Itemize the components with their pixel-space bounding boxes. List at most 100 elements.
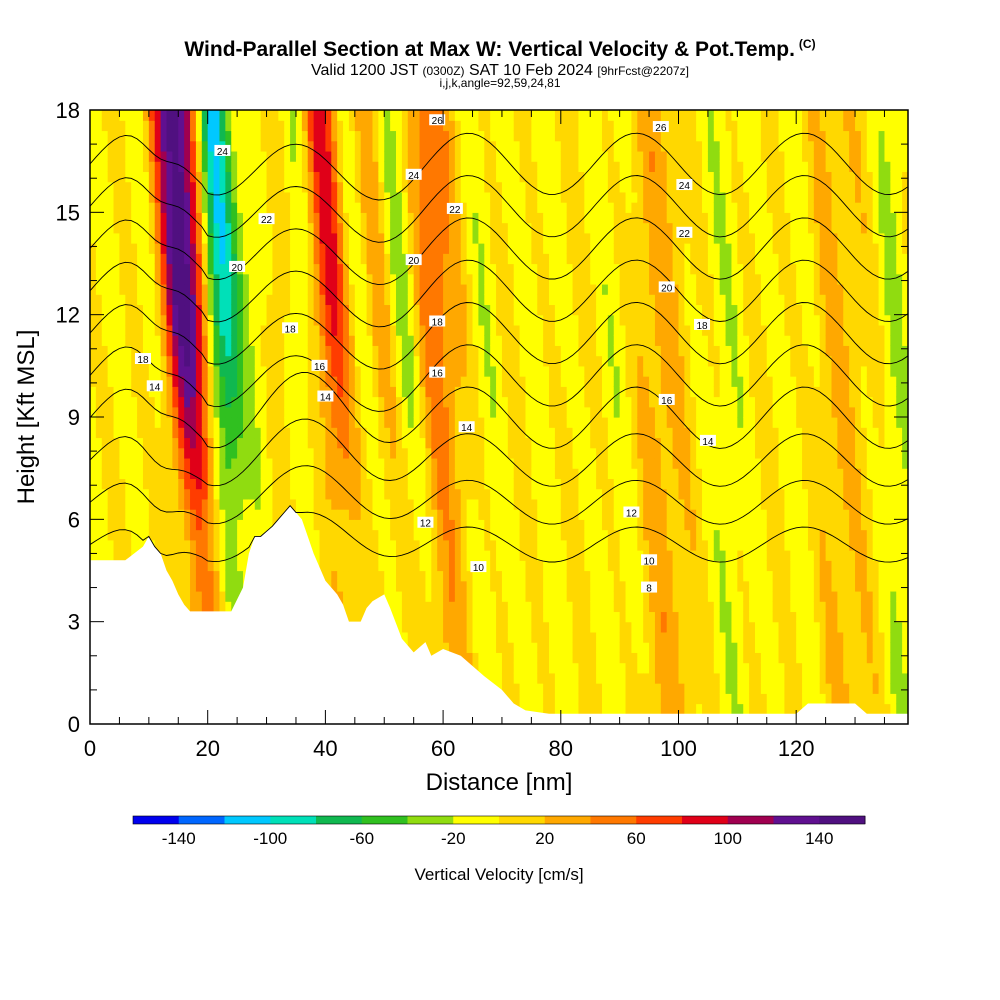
velocity-cell bbox=[101, 550, 109, 561]
velocity-cell bbox=[572, 580, 580, 592]
velocity-cell bbox=[396, 498, 403, 510]
velocity-cell bbox=[248, 110, 256, 121]
velocity-cell bbox=[137, 365, 144, 377]
velocity-cell bbox=[331, 539, 338, 551]
velocity-cell bbox=[419, 417, 427, 428]
velocity-cell bbox=[431, 396, 438, 408]
velocity-cell bbox=[360, 345, 368, 357]
velocity-cell bbox=[260, 478, 268, 490]
velocity-cell bbox=[348, 509, 356, 520]
velocity-cell bbox=[496, 110, 503, 121]
velocity-cell bbox=[572, 181, 580, 193]
velocity-cell bbox=[460, 406, 468, 418]
velocity-cell bbox=[254, 263, 262, 275]
velocity-cell bbox=[407, 355, 415, 367]
velocity-cell bbox=[454, 191, 462, 203]
velocity-cell bbox=[454, 590, 462, 602]
velocity-cell bbox=[319, 437, 326, 449]
velocity-cell bbox=[578, 683, 585, 694]
velocity-cell bbox=[549, 253, 556, 265]
velocity-cell bbox=[190, 570, 197, 582]
velocity-cell bbox=[401, 427, 409, 439]
velocity-cell bbox=[243, 191, 250, 203]
velocity-cell bbox=[507, 611, 515, 623]
velocity-cell bbox=[566, 662, 574, 674]
velocity-cell bbox=[378, 345, 385, 357]
velocity-cell bbox=[195, 120, 203, 132]
velocity-cell bbox=[348, 130, 356, 142]
velocity-cell bbox=[407, 243, 415, 254]
velocity-cell bbox=[560, 304, 568, 316]
velocity-cell bbox=[225, 191, 232, 203]
velocity-cell bbox=[448, 283, 456, 295]
velocity-cell bbox=[266, 478, 274, 490]
velocity-cell bbox=[301, 417, 309, 428]
velocity-cell bbox=[531, 243, 538, 254]
velocity-cell bbox=[390, 590, 397, 602]
velocity-cell bbox=[125, 335, 132, 346]
velocity-cell bbox=[278, 140, 285, 152]
velocity-cell bbox=[501, 263, 509, 275]
velocity-cell bbox=[507, 550, 515, 561]
velocity-cell bbox=[231, 283, 238, 295]
velocity-cell bbox=[343, 171, 350, 183]
velocity-cell bbox=[172, 161, 179, 172]
velocity-cell bbox=[272, 396, 279, 408]
velocity-cell bbox=[172, 212, 179, 224]
velocity-cell bbox=[425, 570, 432, 582]
velocity-cell bbox=[531, 642, 538, 653]
velocity-cell bbox=[348, 314, 356, 326]
velocity-cell bbox=[496, 376, 503, 387]
velocity-cell bbox=[496, 529, 503, 541]
velocity-cell bbox=[284, 478, 291, 490]
velocity-cell bbox=[113, 365, 121, 377]
velocity-cell bbox=[119, 232, 126, 244]
velocity-cell bbox=[148, 519, 156, 531]
velocity-cell bbox=[272, 222, 279, 234]
velocity-cell bbox=[337, 110, 344, 121]
velocity-cell bbox=[396, 283, 403, 295]
velocity-cell bbox=[254, 253, 262, 265]
velocity-cell bbox=[407, 273, 415, 285]
velocity-cell bbox=[360, 406, 368, 418]
velocity-cell bbox=[378, 202, 385, 213]
velocity-cell bbox=[260, 243, 268, 254]
velocity-cell bbox=[284, 437, 291, 449]
velocity-cell bbox=[190, 519, 197, 531]
velocity-cell bbox=[448, 560, 456, 572]
velocity-cell bbox=[154, 304, 162, 316]
velocity-cell bbox=[178, 498, 185, 510]
velocity-cell bbox=[390, 253, 397, 265]
velocity-cell bbox=[407, 621, 415, 633]
velocity-cell bbox=[537, 560, 544, 572]
velocity-cell bbox=[295, 457, 303, 469]
velocity-cell bbox=[549, 130, 556, 142]
velocity-cell bbox=[519, 222, 527, 234]
velocity-cell bbox=[178, 488, 185, 500]
velocity-cell bbox=[172, 498, 179, 510]
velocity-cell bbox=[490, 243, 497, 254]
velocity-cell bbox=[172, 376, 179, 387]
velocity-cell bbox=[284, 294, 291, 306]
velocity-cell bbox=[549, 529, 556, 541]
velocity-cell bbox=[325, 294, 332, 306]
velocity-cell bbox=[219, 580, 226, 592]
velocity-cell bbox=[413, 222, 421, 234]
velocity-cell bbox=[166, 130, 173, 142]
velocity-cell bbox=[290, 447, 297, 459]
velocity-cell bbox=[413, 304, 421, 316]
velocity-cell bbox=[137, 345, 144, 357]
velocity-cell bbox=[554, 294, 562, 306]
velocity-cell bbox=[113, 171, 121, 183]
velocity-cell bbox=[325, 150, 332, 162]
velocity-cell bbox=[431, 263, 438, 275]
velocity-cell bbox=[496, 457, 503, 469]
velocity-cell bbox=[366, 519, 374, 531]
velocity-cell bbox=[531, 161, 538, 172]
velocity-cell bbox=[219, 601, 226, 613]
velocity-cell bbox=[319, 550, 326, 561]
velocity-cell bbox=[384, 365, 391, 377]
velocity-cell bbox=[172, 171, 179, 183]
velocity-cell bbox=[554, 550, 562, 561]
velocity-cell bbox=[272, 304, 279, 316]
